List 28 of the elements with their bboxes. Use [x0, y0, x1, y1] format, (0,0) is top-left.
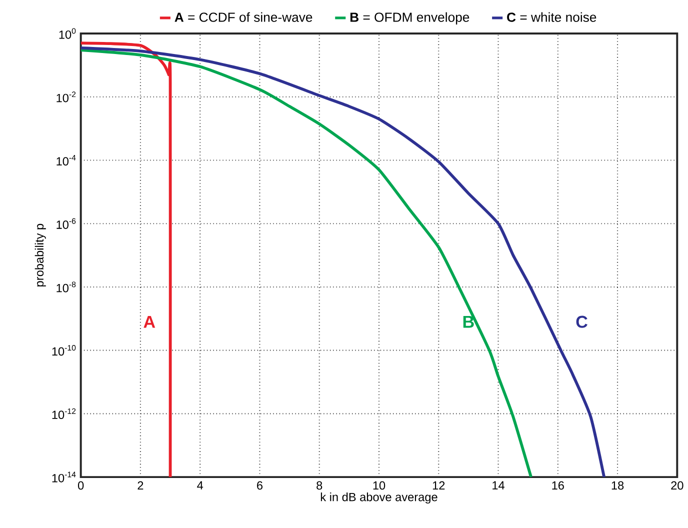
x-tick-label: 12 [432, 481, 445, 490]
annotation: B [463, 316, 474, 328]
y-tick-label: 10$^{-12}$ [52, 408, 76, 419]
x-tick-label: 4 [197, 481, 204, 490]
y-tick-label: 10$^{-10}$ [52, 344, 76, 356]
y-tick-label: 10$^{-2}$ [56, 91, 76, 102]
x-tick-label: 0 [78, 481, 84, 490]
x-tick-label: 20 [671, 481, 684, 490]
y-tick-label: 10$^{-14}$ [52, 472, 76, 482]
x-tick-label: 14 [492, 481, 504, 490]
x-tick-label: 18 [612, 481, 624, 490]
x-tick-label: 10 [373, 481, 386, 490]
annotation: A [144, 316, 156, 328]
x-tick-label: 6 [257, 481, 262, 490]
y-tick-label: 10$^{-4}$ [56, 154, 76, 166]
x-tick-label: 2 [138, 481, 144, 490]
legend-label: C = white noise [507, 12, 596, 22]
legend-label: B = OFDM envelope [350, 12, 470, 24]
x-tick-label: 16 [552, 481, 564, 490]
y-tick-label: 10$^{0}$ [59, 28, 76, 39]
y-tick-label: 10$^{-8}$ [56, 281, 76, 292]
annotation: C [576, 316, 588, 328]
x-tick-label: 8 [316, 481, 322, 490]
y-tick-label: 10$^{-6}$ [56, 218, 76, 229]
y-axis-title: probability p [34, 224, 46, 286]
legend-label: A = CCDF of sine-wave [174, 12, 312, 22]
x-axis-title: k in dB above average [320, 492, 438, 504]
line-series [80, 41, 172, 477]
